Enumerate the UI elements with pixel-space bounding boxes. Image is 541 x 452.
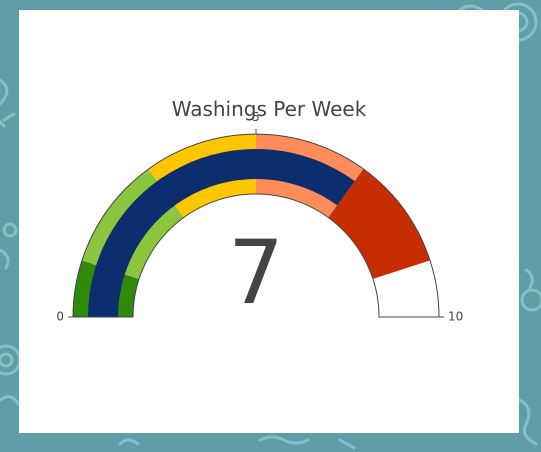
chart-title: Washings Per Week [172, 97, 367, 121]
gauge-step-4 [328, 168, 431, 279]
gauge-number: 7 [228, 221, 284, 324]
gauge-bar [88, 149, 355, 317]
gauge-step-5 [372, 260, 439, 317]
gauge-value-bar [88, 149, 355, 317]
tick-label-0: 0 [56, 310, 64, 324]
chart-card: Washings Per Week 0 5 10 7 [19, 10, 519, 433]
gauge-outline [72, 133, 440, 318]
gauge-border [72, 133, 440, 318]
tick-label-5: 5 [252, 110, 260, 124]
tick-label-10: 10 [448, 310, 463, 324]
gauge-axis: 0 5 10 [56, 110, 463, 324]
gauge-chart: Washings Per Week 0 5 10 7 [56, 97, 463, 324]
